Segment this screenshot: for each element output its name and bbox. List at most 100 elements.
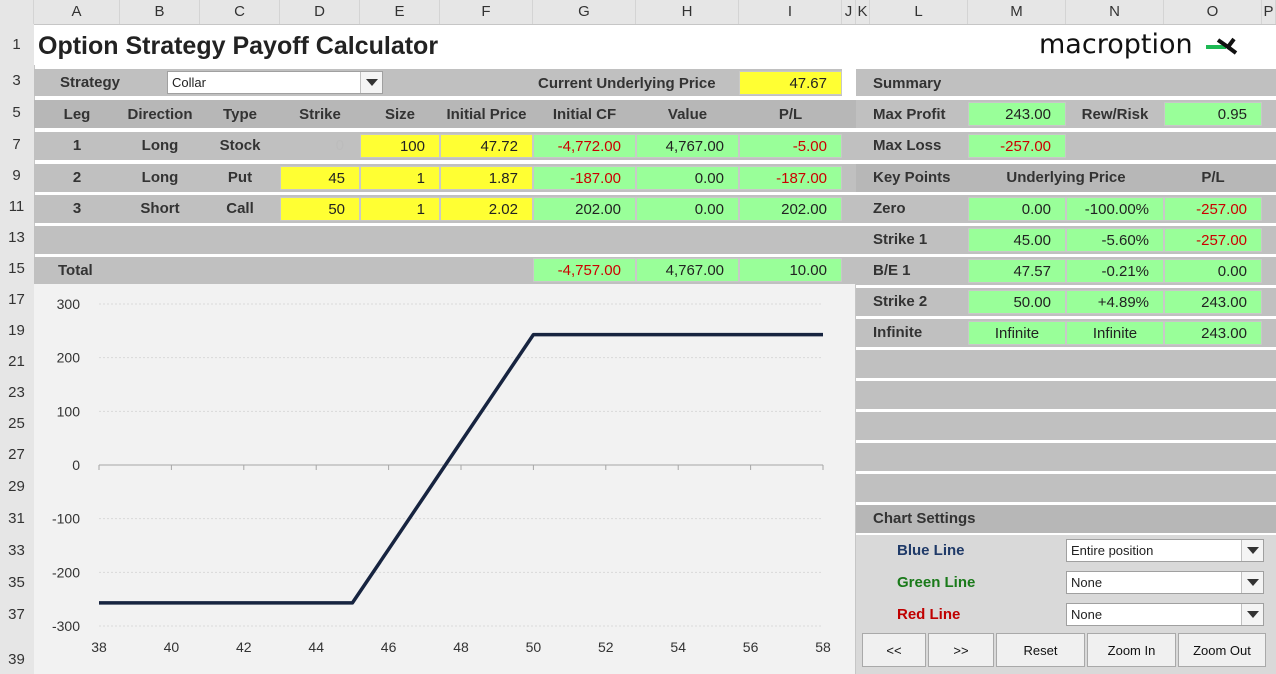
scroll-right-button[interactable]: >> bbox=[928, 633, 994, 667]
chevron-down-icon[interactable] bbox=[1241, 572, 1263, 593]
max-profit-label: Max Profit bbox=[873, 106, 946, 123]
column-header-e[interactable]: E bbox=[360, 0, 440, 24]
key-point-pct: -5.60% bbox=[1066, 228, 1164, 252]
y-tick-label: 100 bbox=[57, 403, 81, 419]
chevron-down-icon[interactable] bbox=[1241, 604, 1263, 625]
max-loss-row bbox=[856, 132, 1276, 160]
title-row bbox=[34, 25, 1276, 65]
zoom-in-button[interactable]: Zoom In bbox=[1087, 633, 1176, 667]
row-header-25[interactable]: 25 bbox=[8, 415, 25, 432]
row-header-19[interactable]: 19 bbox=[8, 322, 25, 339]
leg-3-initial-price[interactable]: 2.02 bbox=[440, 197, 533, 221]
key-point-label: Infinite bbox=[873, 324, 923, 341]
row-header-31[interactable]: 31 bbox=[8, 510, 25, 527]
column-header-h[interactable]: H bbox=[636, 0, 739, 24]
column-header-j[interactable]: J bbox=[842, 0, 856, 24]
column-header-m[interactable]: M bbox=[968, 0, 1066, 24]
leg-1-value: 4,767.00 bbox=[636, 134, 739, 158]
green-line-label: Green Line bbox=[897, 574, 976, 591]
row-header-1[interactable]: 1 bbox=[12, 36, 21, 53]
y-tick-label: 300 bbox=[57, 296, 81, 312]
strategy-dropdown-value: Collar bbox=[172, 75, 206, 90]
zoom-out-button[interactable]: Zoom Out bbox=[1178, 633, 1266, 667]
column-header-i[interactable]: I bbox=[739, 0, 842, 24]
row-header-37[interactable]: 37 bbox=[8, 606, 25, 623]
column-header-a[interactable]: A bbox=[34, 0, 120, 24]
key-points-header-pl: P/L bbox=[1201, 169, 1225, 186]
column-header-f[interactable]: F bbox=[440, 0, 533, 24]
leg-1-size[interactable]: 100 bbox=[360, 134, 440, 158]
leg-3-initial-cf: 202.00 bbox=[533, 197, 636, 221]
row-header-21[interactable]: 21 bbox=[8, 353, 25, 370]
column-header-p[interactable]: P bbox=[1262, 0, 1276, 24]
total-label: Total bbox=[58, 262, 93, 279]
red-line-dropdown[interactable]: None bbox=[1066, 603, 1264, 626]
row-header-17[interactable]: 17 bbox=[8, 291, 25, 308]
chart-settings-header bbox=[856, 505, 1276, 533]
chevron-down-icon[interactable] bbox=[1241, 540, 1263, 561]
column-header-c[interactable]: C bbox=[200, 0, 280, 24]
leg-2-initial-cf: -187.00 bbox=[533, 166, 636, 190]
leg-2-initial-price[interactable]: 1.87 bbox=[440, 166, 533, 190]
row-header-39[interactable]: 39 bbox=[8, 651, 25, 668]
key-point-pl: 243.00 bbox=[1164, 321, 1262, 345]
row-header-13[interactable]: 13 bbox=[8, 229, 25, 246]
select-all-corner[interactable] bbox=[0, 0, 34, 24]
column-header-l[interactable]: L bbox=[870, 0, 968, 24]
chevron-down-icon[interactable] bbox=[360, 72, 382, 93]
leg-3-direction[interactable]: Short bbox=[140, 200, 180, 217]
green-line-dropdown[interactable]: None bbox=[1066, 571, 1264, 594]
leg-3-type[interactable]: Call bbox=[226, 200, 254, 217]
key-point-price: 45.00 bbox=[968, 228, 1066, 252]
row-header-7[interactable]: 7 bbox=[12, 136, 21, 153]
row-header-11[interactable]: 11 bbox=[8, 198, 25, 215]
leg-1-initial-price[interactable]: 47.72 bbox=[440, 134, 533, 158]
scroll-left-button[interactable]: << bbox=[862, 633, 926, 667]
row-header-15[interactable]: 15 bbox=[8, 260, 25, 277]
row-header-3[interactable]: 3 bbox=[12, 72, 21, 89]
leg-1-type[interactable]: Stock bbox=[219, 137, 261, 154]
logo-text: macroption bbox=[1039, 29, 1193, 60]
leg-2-type[interactable]: Put bbox=[227, 169, 253, 186]
leg-3-strike[interactable]: 50 bbox=[280, 197, 360, 221]
row-header-23[interactable]: 23 bbox=[8, 384, 25, 401]
total-pl: 10.00 bbox=[739, 258, 842, 282]
y-tick-label: -300 bbox=[52, 618, 80, 634]
legs-header-direction: Direction bbox=[127, 106, 193, 123]
empty-leg-row bbox=[34, 226, 856, 254]
row-header-27[interactable]: 27 bbox=[8, 446, 25, 463]
row-header-35[interactable]: 35 bbox=[8, 574, 25, 591]
row-header-29[interactable]: 29 bbox=[8, 478, 25, 495]
current-price-input[interactable]: 47.67 bbox=[739, 71, 842, 95]
leg-3-pl: 202.00 bbox=[739, 197, 842, 221]
leg-2-direction[interactable]: Long bbox=[141, 169, 179, 186]
column-header-o[interactable]: O bbox=[1164, 0, 1262, 24]
row-header-5[interactable]: 5 bbox=[12, 104, 21, 121]
logo-arrow-icon bbox=[1206, 37, 1238, 55]
legs-header-pl: P/L bbox=[778, 106, 803, 123]
column-header-d[interactable]: D bbox=[280, 0, 360, 24]
max-loss-label: Max Loss bbox=[873, 137, 942, 154]
leg-3-size[interactable]: 1 bbox=[360, 197, 440, 221]
leg-2-strike[interactable]: 45 bbox=[280, 166, 360, 190]
strategy-label: Strategy bbox=[60, 74, 121, 91]
strategy-dropdown[interactable]: Collar bbox=[167, 71, 383, 94]
legs-header-value: Value bbox=[667, 106, 708, 123]
leg-2-value: 0.00 bbox=[636, 166, 739, 190]
leg-1-pl: -5.00 bbox=[739, 134, 842, 158]
row-header-9[interactable]: 9 bbox=[12, 167, 21, 184]
key-points-title: Key Points bbox=[873, 169, 951, 186]
reset-button[interactable]: Reset bbox=[996, 633, 1085, 667]
row-header-bar: 1 3 5 7 9 11 13 15 17 19 21 23 25 27 29 … bbox=[0, 24, 35, 674]
column-header-k[interactable]: K bbox=[856, 0, 870, 24]
column-header-g[interactable]: G bbox=[533, 0, 636, 24]
key-point-pct: -100.00% bbox=[1066, 197, 1164, 221]
x-tick-label: 38 bbox=[91, 639, 107, 655]
row-header-33[interactable]: 33 bbox=[8, 542, 25, 559]
leg-1-direction[interactable]: Long bbox=[141, 137, 179, 154]
leg-2-size[interactable]: 1 bbox=[360, 166, 440, 190]
column-header-b[interactable]: B bbox=[120, 0, 200, 24]
column-header-n[interactable]: N bbox=[1066, 0, 1164, 24]
leg-1-number: 1 bbox=[72, 137, 82, 154]
blue-line-dropdown[interactable]: Entire position bbox=[1066, 539, 1264, 562]
